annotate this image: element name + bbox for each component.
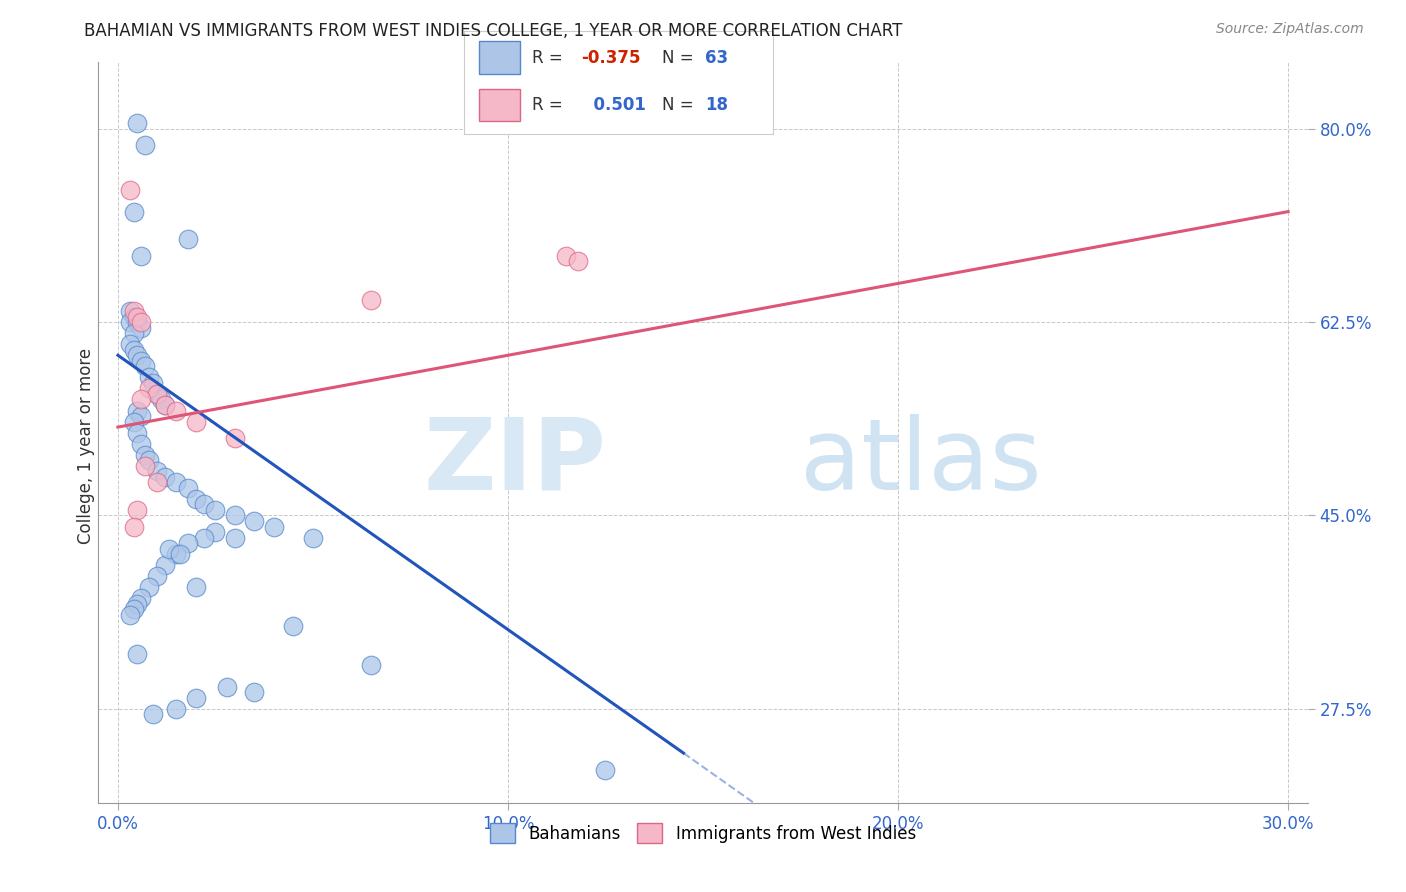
Point [224,531,246,545]
Point [204,503,226,517]
Point [127,647,149,661]
Text: N =: N = [662,96,699,114]
Point [122,415,145,429]
Point [142,376,165,390]
Point [360,657,382,672]
Text: R =: R = [531,96,568,114]
Point [118,607,141,622]
Point [153,398,176,412]
Point [360,293,382,307]
Point [165,403,187,417]
Text: BAHAMIAN VS IMMIGRANTS FROM WEST INDIES COLLEGE, 1 YEAR OR MORE CORRELATION CHAR: BAHAMIAN VS IMMIGRANTS FROM WEST INDIES … [84,22,903,40]
Point [177,536,200,550]
Point [127,597,149,611]
Point [122,602,145,616]
Point [153,558,176,573]
Point [127,310,149,324]
Point [184,580,207,594]
Point [138,580,160,594]
Point [127,315,149,329]
Point [138,370,160,384]
Point [138,381,160,395]
Point [127,403,149,417]
Text: 63: 63 [706,49,728,67]
Point [177,232,200,246]
Text: Source: ZipAtlas.com: Source: ZipAtlas.com [1216,22,1364,37]
Point [127,503,149,517]
Point [131,392,153,407]
Point [184,690,207,705]
Text: 18: 18 [706,96,728,114]
Point [169,547,191,561]
Point [134,458,156,473]
Text: 0.501: 0.501 [582,96,645,114]
Point [118,337,141,351]
Point [184,415,207,429]
Point [146,475,169,490]
Point [302,531,325,545]
Text: atlas: atlas [800,414,1042,511]
Point [127,348,149,362]
Text: R =: R = [531,49,568,67]
Point [177,481,200,495]
Point [127,116,149,130]
Point [131,591,153,606]
Point [263,519,285,533]
Point [118,304,141,318]
Point [193,531,215,545]
Point [134,138,156,153]
Point [224,431,246,445]
Text: College, 1 year or more: College, 1 year or more [77,348,96,544]
Point [138,453,160,467]
Point [146,569,169,583]
Point [243,685,266,699]
Point [118,315,141,329]
Text: -0.375: -0.375 [582,49,641,67]
Point [131,315,153,329]
Point [118,182,141,196]
Point [165,702,187,716]
Point [122,310,145,324]
Point [131,409,153,423]
Point [131,353,153,368]
Point [146,387,169,401]
Point [243,514,266,528]
Point [165,475,187,490]
Text: N =: N = [662,49,699,67]
Point [122,343,145,357]
Point [146,464,169,478]
Point [204,524,226,539]
Point [283,619,305,633]
Point [153,398,176,412]
Point [217,680,239,694]
Point [127,425,149,440]
Point [595,763,617,777]
Point [122,304,145,318]
Point [165,547,187,561]
Point [122,519,145,533]
Point [184,491,207,506]
FancyBboxPatch shape [479,42,520,74]
Point [224,508,246,523]
Point [131,249,153,263]
Point [567,254,589,268]
Point [193,498,215,512]
Point [131,436,153,450]
Point [157,541,180,556]
Point [134,359,156,374]
Point [555,249,578,263]
Point [142,707,165,722]
Point [146,387,169,401]
Point [149,392,172,407]
Point [122,204,145,219]
Point [153,470,176,484]
Text: ZIP: ZIP [423,414,606,511]
Point [122,326,145,341]
Point [131,320,153,334]
Legend: Bahamians, Immigrants from West Indies: Bahamians, Immigrants from West Indies [484,816,922,850]
Point [134,448,156,462]
FancyBboxPatch shape [479,88,520,121]
